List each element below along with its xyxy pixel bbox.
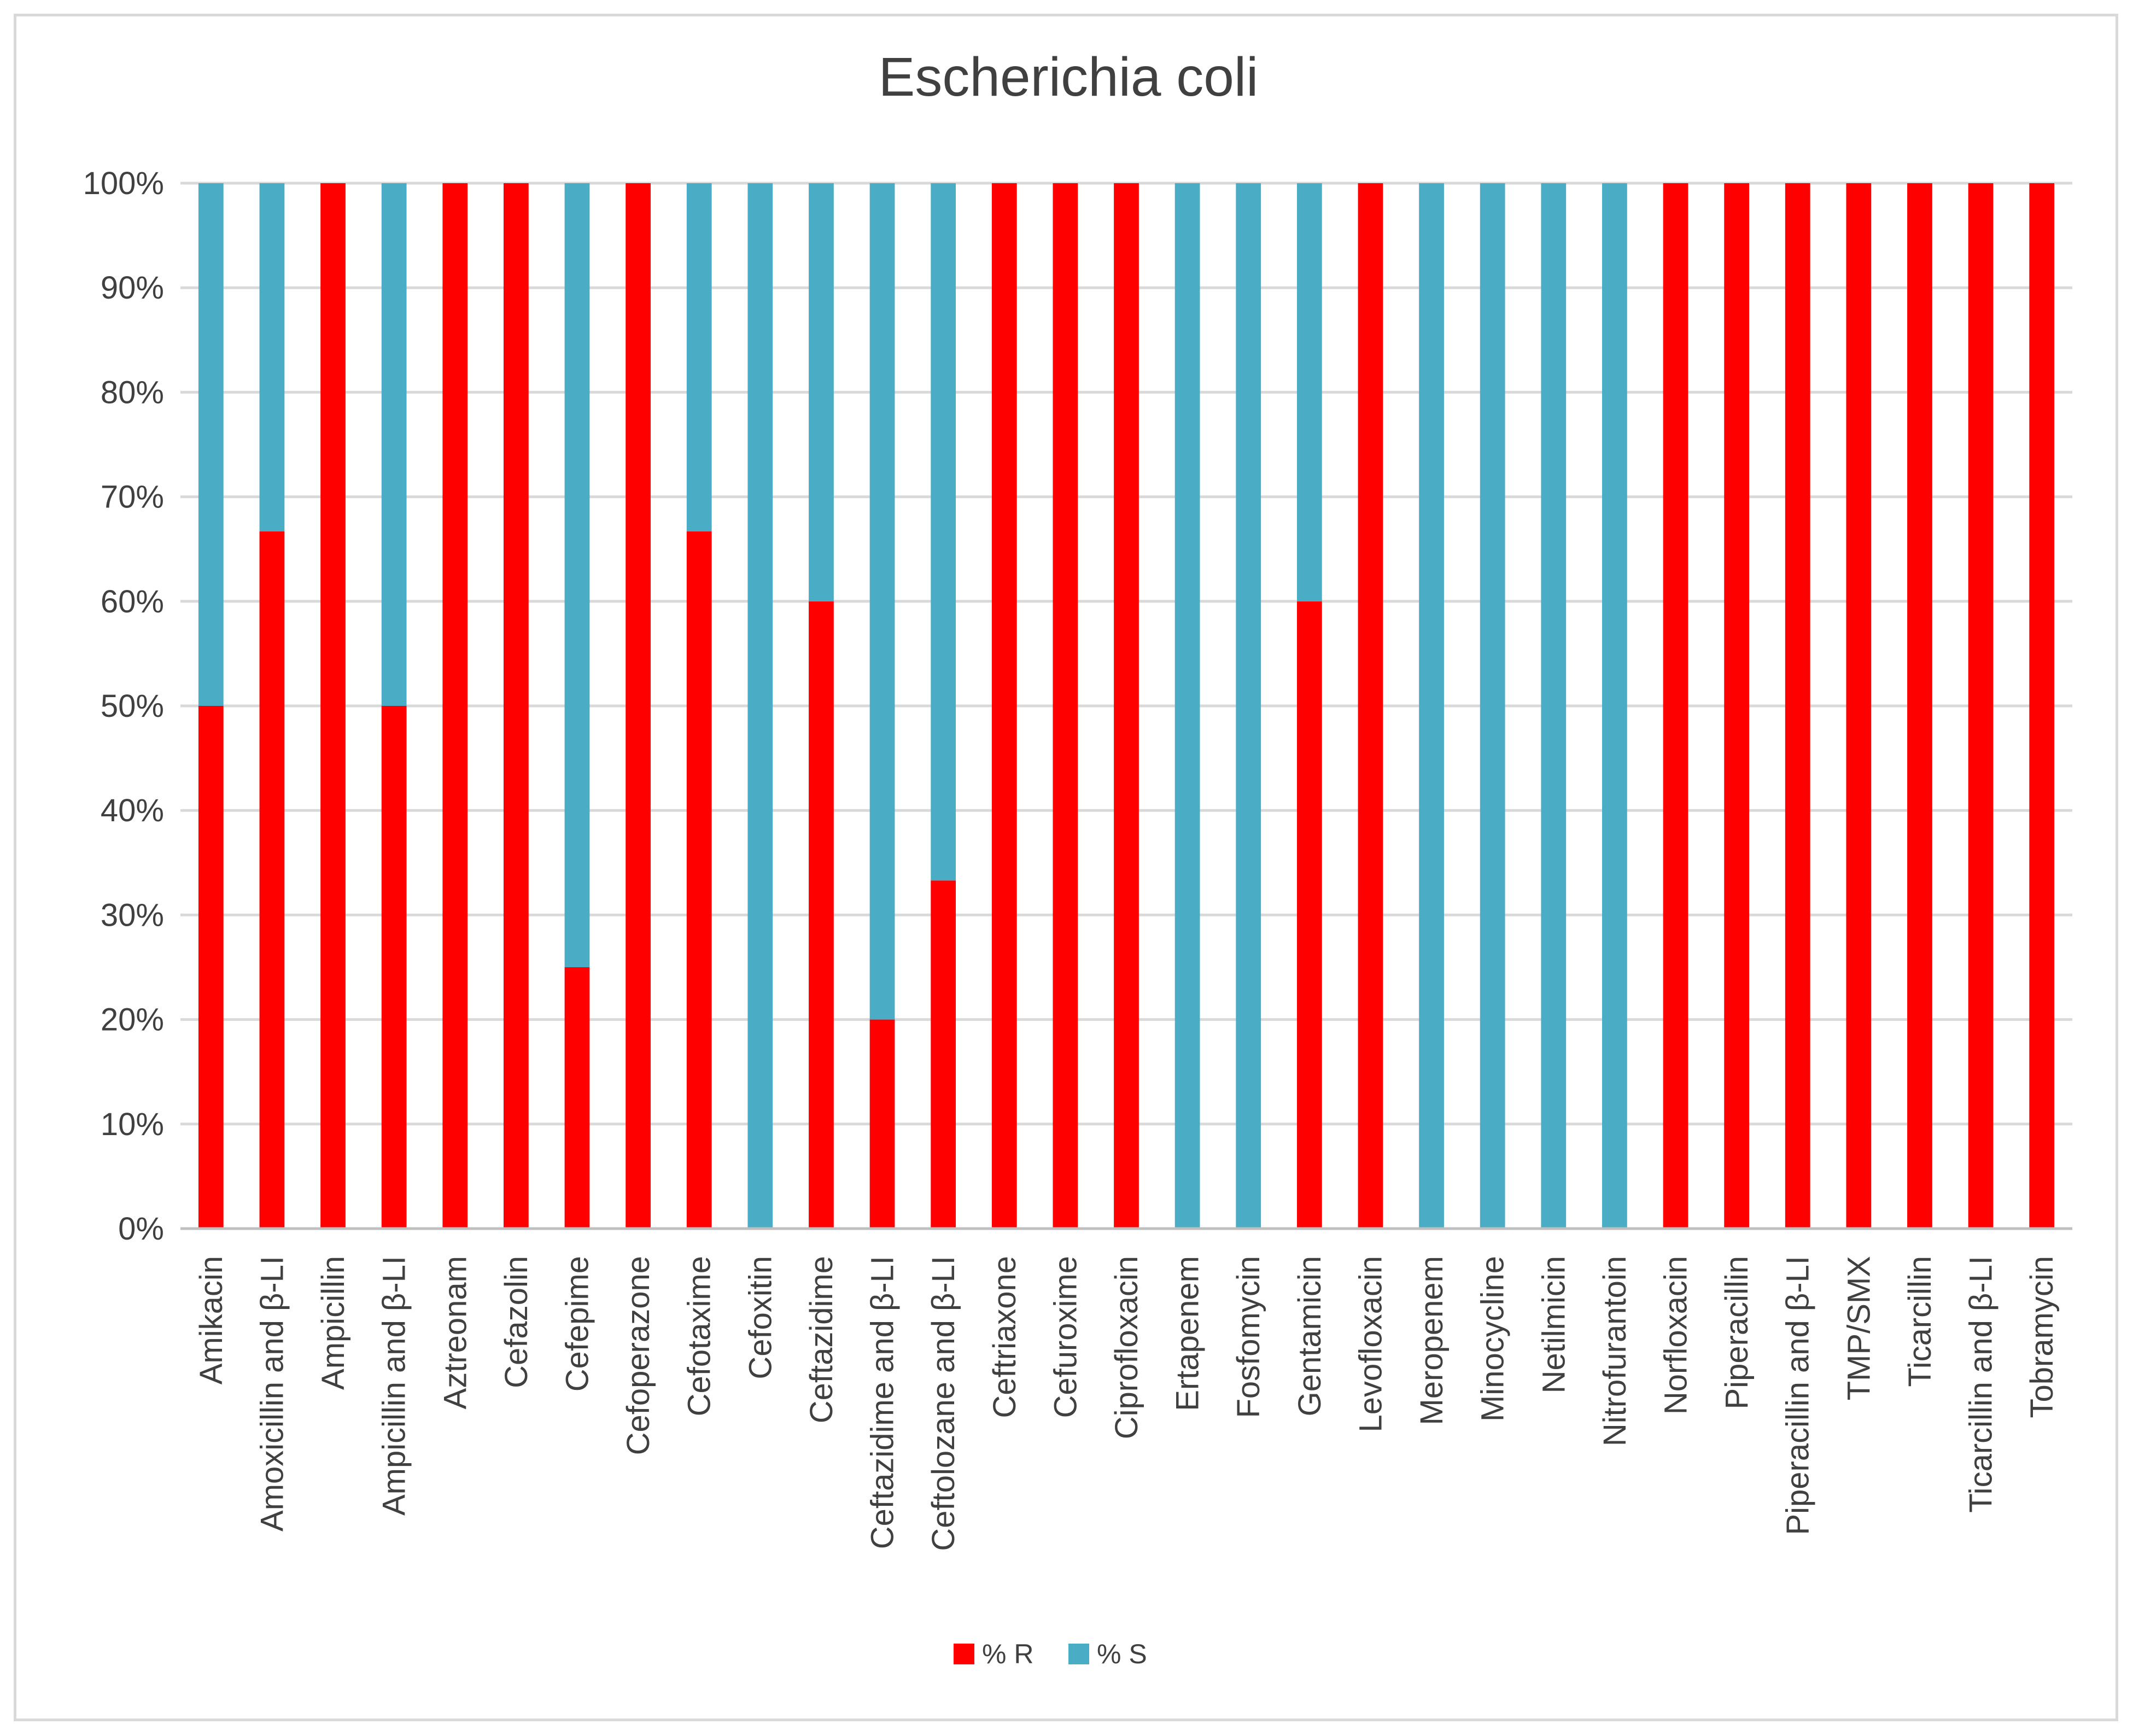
x-tick-label: Ertapenem [1170,1256,1206,1411]
x-tick-label: Minocycline [1475,1256,1511,1422]
chart-title: Escherichia coli [879,46,1259,108]
bar-susceptible [809,183,834,601]
x-tick-label: Amikacin [194,1256,229,1384]
bar-resistant [320,183,346,1229]
legend-swatch-resistant [954,1644,974,1664]
bar-susceptible [564,183,590,967]
bar-resistant [931,880,956,1229]
x-axis-category-labels: Amikacin Amoxicillin and β-LI Ampicillin Am… [194,1256,2060,1551]
bar-resistant [1358,183,1383,1229]
bar-susceptible [1419,183,1444,1229]
legend: % R % S [954,1639,1147,1669]
y-tick-label: 80% [101,375,164,410]
bar-susceptible [259,183,285,531]
bar-susceptible [1602,183,1627,1229]
y-tick-label: 30% [101,897,164,933]
x-tick-label: Ceftazidime [804,1256,839,1423]
x-tick-label: Cefepime [559,1256,595,1392]
bar-resistant [442,183,468,1229]
x-tick-label: Fosfomycin [1231,1256,1266,1418]
bar-resistant [564,967,590,1229]
y-tick-label: 90% [101,270,164,306]
bar-resistant [1114,183,1139,1229]
y-tick-label: 50% [101,688,164,724]
bar-resistant [259,531,285,1229]
x-tick-label: Amoxicillin and β-LI [254,1256,290,1532]
x-tick-label: Levofloxacin [1353,1256,1388,1432]
bar-resistant [1724,183,1750,1229]
bar-susceptible [1174,183,1200,1229]
x-tick-label: Aztreonam [437,1256,473,1409]
bar-resistant [2029,183,2055,1229]
bar-resistant [991,183,1017,1229]
bar-resistant [1296,601,1322,1229]
bar-resistant [626,183,651,1229]
x-tick-label: Norfloxacin [1658,1256,1694,1414]
x-tick-label: Ticarcillin and β-LI [1963,1256,1999,1513]
bar-susceptible [869,183,895,1020]
x-tick-label: Ceftriaxone [987,1256,1022,1418]
bar-resistant [1907,183,1932,1229]
x-tick-label: Cefoxitin [743,1256,778,1380]
bar-resistant [198,706,224,1229]
y-tick-label: 10% [101,1107,164,1142]
bar-susceptible [1236,183,1261,1229]
y-tick-label: 70% [101,480,164,515]
legend-label-susceptible: % S [1097,1639,1147,1669]
bar-resistant [869,1019,895,1229]
legend-label-resistant: % R [982,1639,1033,1669]
y-tick-label: 20% [101,1002,164,1038]
x-tick-label: Ampicillin [315,1256,351,1390]
bar-susceptible [1480,183,1505,1229]
legend-swatch-susceptible [1068,1644,1089,1664]
x-tick-label: Ticarcillin [1902,1256,1938,1387]
y-axis-tick-labels: 0% 10% 20% 30% 40% 50% 60% 70% 80% 90% 100% [83,166,164,1247]
bar-resistant [1785,183,1810,1229]
bars [198,183,2055,1229]
y-tick-label: 60% [101,584,164,619]
bar-susceptible [747,183,773,1229]
x-tick-label: Cefotaxime [682,1256,717,1416]
x-tick-label: Ceftolozane and β-LI [926,1256,961,1551]
x-tick-label: Cefoperazone [621,1256,656,1455]
x-tick-label: Nitrofurantoin [1597,1256,1633,1446]
y-tick-label: 40% [101,793,164,828]
bar-susceptible [198,183,224,706]
bar-resistant [1053,183,1078,1229]
bar-resistant [1968,183,1994,1229]
x-tick-label: Ampicillin and β-LI [377,1256,412,1516]
x-tick-label: Tobramycin [2024,1256,2060,1418]
bar-resistant [503,183,529,1229]
x-tick-label: Cefazolin [499,1256,534,1388]
x-tick-label: Ciprofloxacin [1109,1256,1144,1439]
y-tick-label: 100% [83,166,164,201]
x-tick-label: Gentamicin [1292,1256,1328,1416]
bar-susceptible [1296,183,1322,601]
bar-susceptible [931,183,956,881]
x-tick-label: Netilmicin [1536,1256,1571,1393]
bar-susceptible [1541,183,1567,1229]
bar-resistant [686,531,712,1229]
chart-svg: Escherichia coli 0% 10% 20% 30% 40% 50% 60% 70%… [83,46,2072,1669]
chart-frame: Escherichia coli 0% 10% 20% 30% 40% 50% 60% 70%… [14,14,2118,1721]
bar-resistant [1663,183,1688,1229]
bar-resistant [1846,183,1872,1229]
bar-resistant [809,601,834,1229]
bar-susceptible [686,183,712,531]
y-tick-label: 0% [118,1211,164,1247]
bar-susceptible [381,183,407,706]
x-tick-label: Piperacillin and β-LI [1780,1256,1816,1535]
bar-resistant [381,706,407,1229]
x-tick-label: Meropenem [1414,1256,1450,1425]
x-tick-label: Cefuroxime [1048,1256,1083,1418]
x-tick-label: Piperacillin [1719,1256,1755,1409]
x-tick-label: TMP/SMX [1841,1256,1877,1400]
x-tick-label: Ceftazidime and β-LI [865,1256,901,1549]
